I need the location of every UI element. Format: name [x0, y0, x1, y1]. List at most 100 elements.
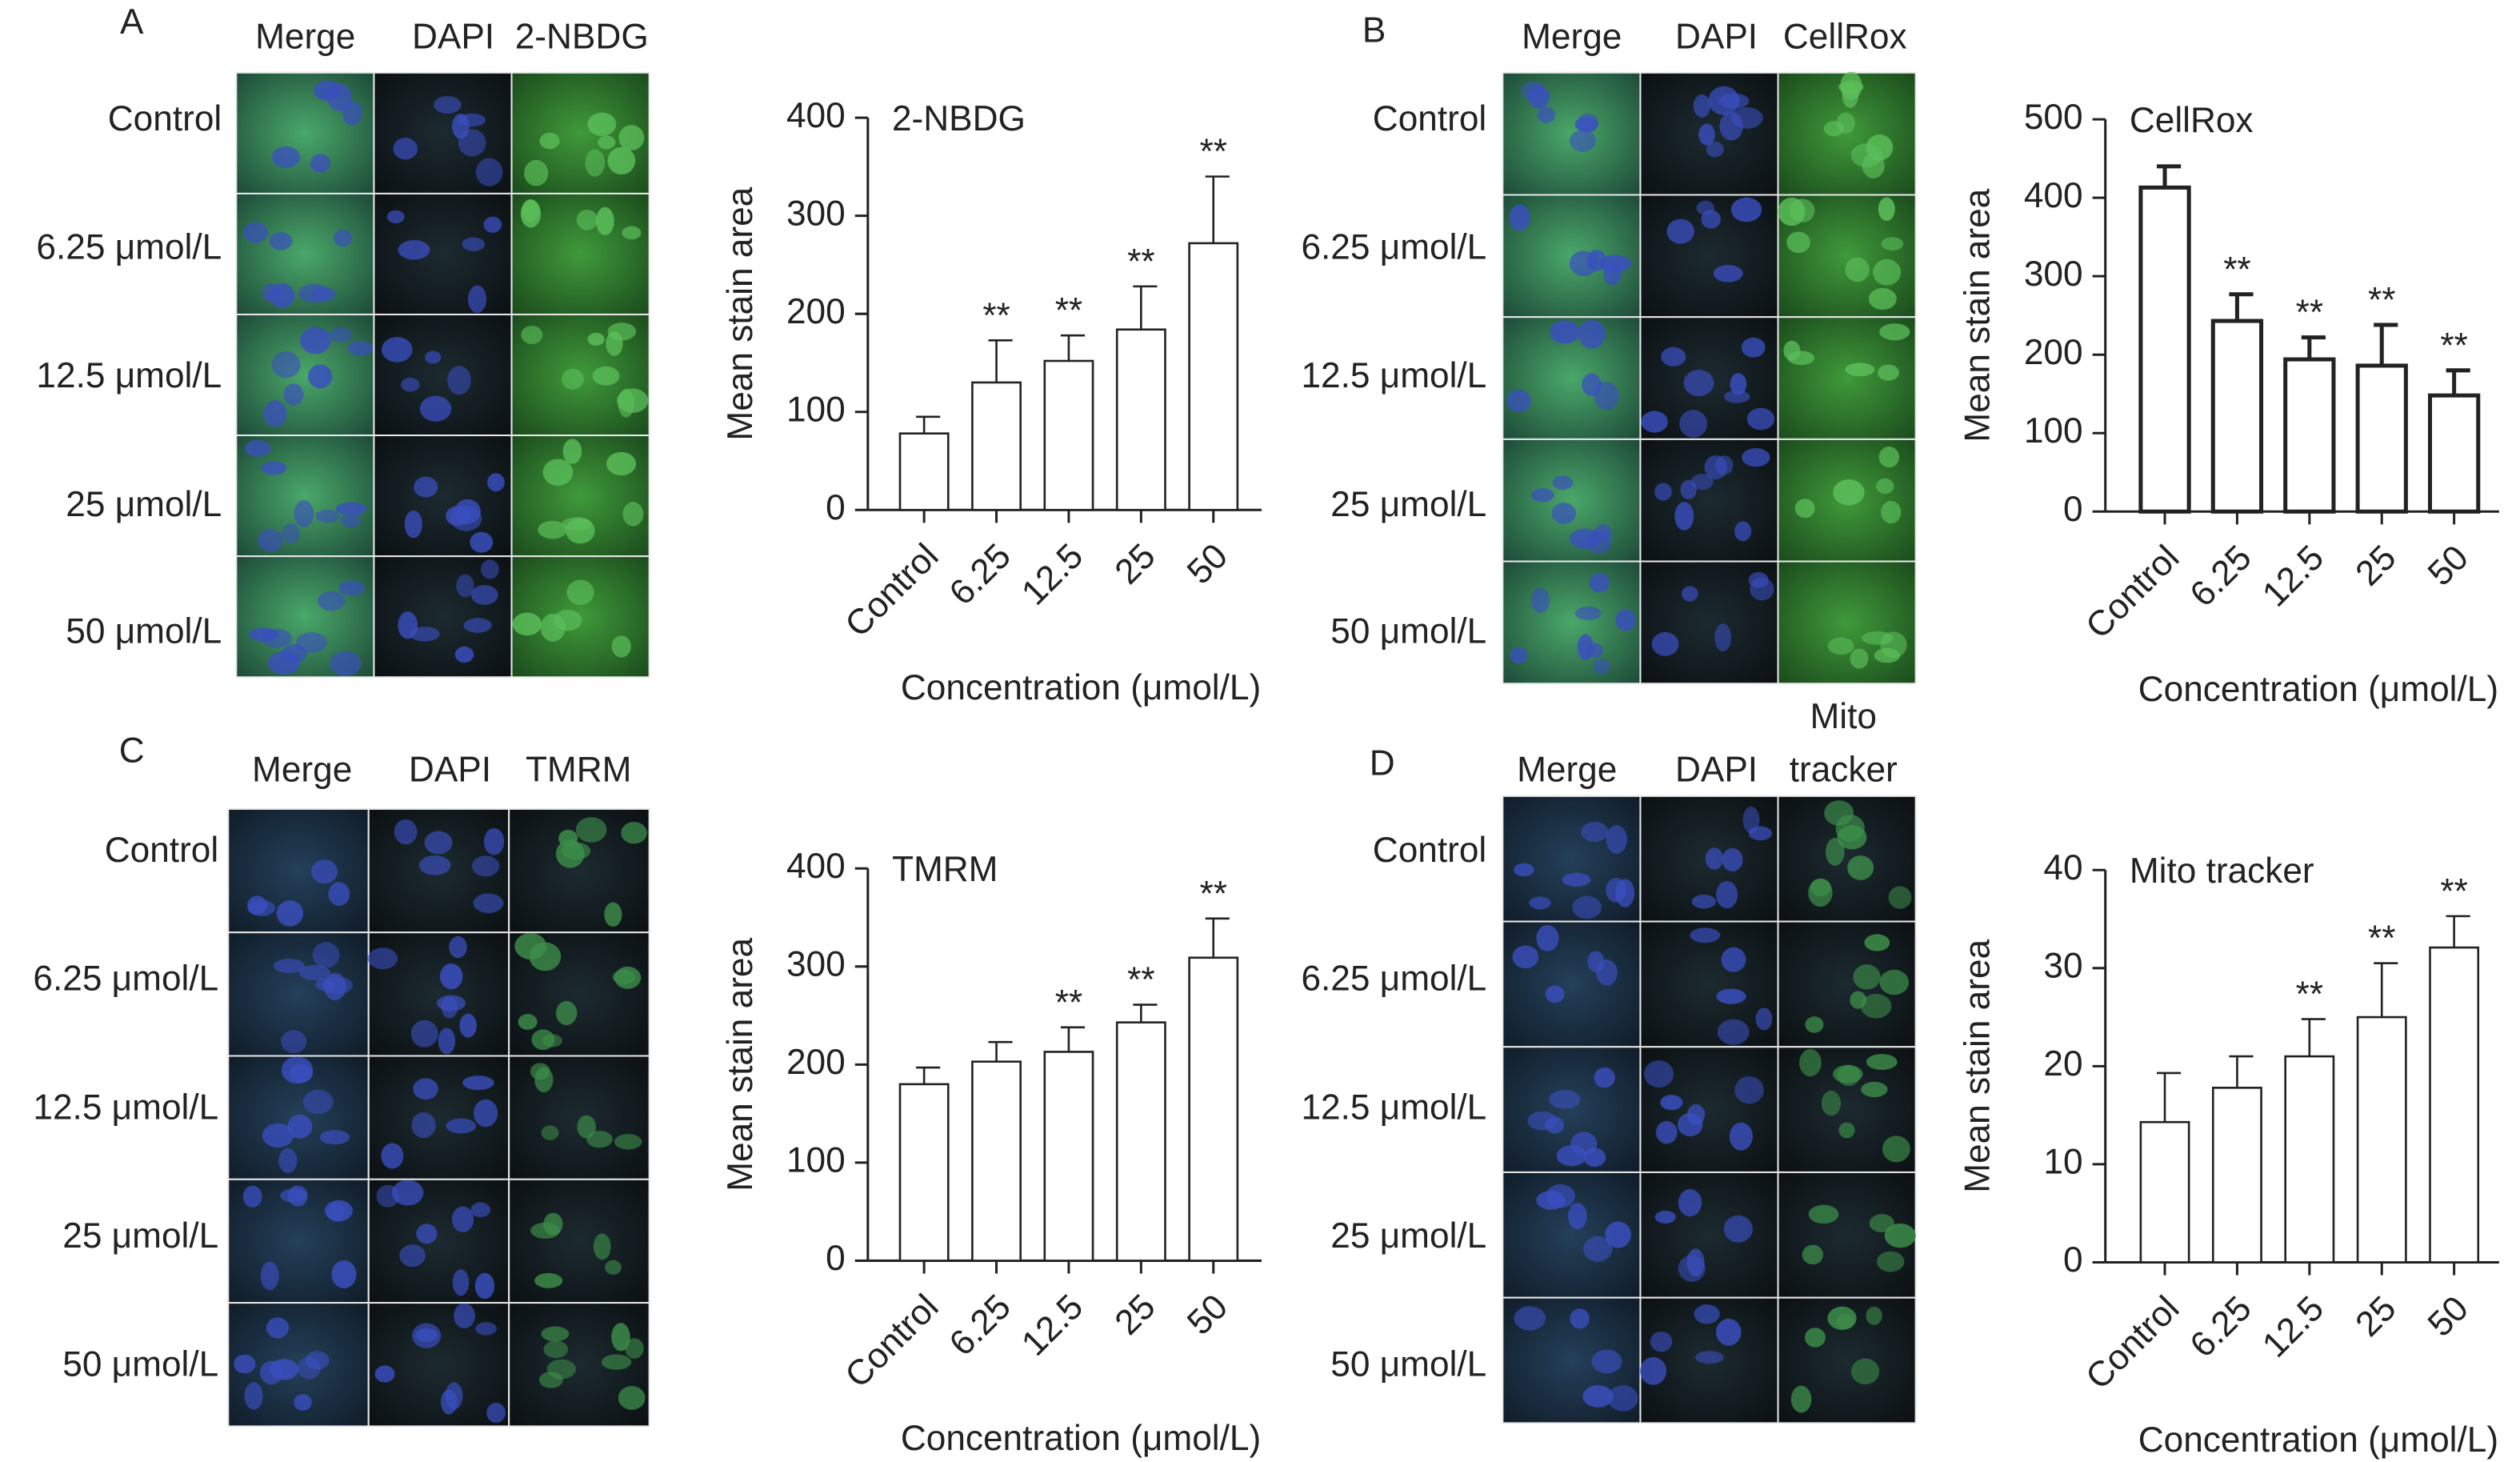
row-label: 12.5 μmol/L [33, 1087, 218, 1127]
cell-nucleus [1593, 658, 1610, 675]
cell-nucleus [481, 559, 499, 579]
cell-nucleus [1734, 1075, 1764, 1104]
cell-nucleus [1799, 1048, 1822, 1077]
cell-nucleus [474, 1099, 498, 1128]
cell-nucleus [300, 326, 331, 354]
y-tick-label: 100 [2024, 411, 2083, 451]
cell-nucleus [605, 1260, 622, 1275]
cell-nucleus [1605, 1221, 1631, 1248]
cell-nucleus [622, 502, 644, 527]
cell-nucleus [269, 231, 293, 250]
y-tick-label: 200 [2024, 333, 2083, 372]
cell-nucleus [1874, 648, 1901, 663]
cell-nucleus [1509, 204, 1530, 231]
cell-nucleus [1832, 1064, 1863, 1083]
cell-nucleus [1552, 475, 1574, 490]
cell-nucleus [1787, 350, 1815, 366]
cell-nucleus [1833, 479, 1865, 506]
significance-label: ** [2368, 919, 2395, 958]
cell-nucleus [1686, 1104, 1706, 1126]
cell-nucleus [263, 400, 287, 427]
cell-nucleus [607, 322, 637, 341]
cell-nucleus [1713, 265, 1743, 282]
cell-nucleus [1704, 455, 1728, 480]
bar [971, 1060, 1022, 1262]
cell-nucleus [604, 902, 622, 927]
bar [2211, 1087, 2262, 1264]
y-tick-label: 400 [2024, 176, 2083, 215]
y-tick-label: 400 [786, 847, 846, 886]
x-tick-label: 6.25 [2182, 538, 2258, 614]
cell-nucleus [1581, 821, 1609, 842]
bar [1188, 242, 1239, 511]
cell-nucleus [1750, 577, 1774, 601]
cell-nucleus [1884, 1224, 1916, 1248]
y-tick-label: 300 [2024, 254, 2083, 294]
cell-nucleus [247, 895, 267, 915]
cell-nucleus [1805, 1328, 1826, 1348]
cell-nucleus [566, 579, 594, 606]
x-tick-label: 6.25 [2182, 1288, 2258, 1364]
cell-nucleus [401, 377, 420, 392]
cell-nucleus [1860, 993, 1892, 1019]
cell-nucleus [302, 1089, 334, 1115]
cell-nucleus [1562, 872, 1591, 887]
cell-nucleus [244, 1382, 263, 1410]
bar [2355, 363, 2408, 514]
cell-nucleus [451, 1206, 474, 1232]
significance-label: ** [982, 296, 1010, 335]
cell-nucleus [1550, 320, 1580, 344]
cell-nucleus [1512, 945, 1539, 969]
cell-nucleus [1596, 959, 1618, 986]
cell-nucleus [1661, 346, 1686, 367]
chart-title: Mito tracker [2130, 851, 2314, 891]
cell-nucleus [1878, 197, 1895, 222]
row-label: Control [105, 831, 218, 870]
row-label: 6.25 μmol/L [36, 227, 222, 266]
cell-nucleus [1683, 370, 1714, 397]
cell-nucleus [1862, 631, 1894, 645]
cell-nucleus [1660, 1095, 1683, 1111]
cell-nucleus [1574, 117, 1598, 132]
column-header: Merge [255, 17, 355, 56]
cell-nucleus [1721, 947, 1746, 972]
cell-nucleus [1882, 1136, 1910, 1163]
cell-nucleus [266, 1317, 290, 1339]
micrograph [235, 71, 375, 194]
cell-nucleus [338, 580, 366, 596]
cell-nucleus [315, 509, 340, 523]
cell-nucleus [1808, 879, 1833, 907]
cell-nucleus [1549, 1090, 1581, 1109]
cell-nucleus [1878, 364, 1899, 381]
cell-nucleus [1724, 390, 1750, 403]
cell-nucleus [587, 332, 605, 346]
micrograph [1777, 560, 1917, 685]
cell-nucleus [260, 1261, 279, 1291]
column-header: CellRox [1783, 17, 1907, 56]
cell-nucleus [622, 226, 642, 240]
cell-nucleus [1742, 806, 1760, 834]
cell-nucleus [1827, 637, 1854, 655]
row-label: 12.5 μmol/L [36, 356, 222, 395]
cell-nucleus [439, 963, 463, 990]
cell-nucleus [1746, 407, 1775, 431]
row-label: 25 μmol/L [62, 1216, 218, 1256]
cell-nucleus [381, 337, 413, 362]
cell-nucleus [1698, 123, 1715, 146]
y-tick-label: 100 [786, 1141, 846, 1180]
cell-nucleus [598, 135, 616, 150]
cell-nucleus [467, 285, 487, 314]
cell-nucleus [1536, 925, 1559, 951]
y-tick-label: 100 [786, 390, 846, 429]
cell-nucleus [1589, 573, 1610, 593]
cell-nucleus [325, 1200, 353, 1222]
cell-nucleus [1853, 964, 1881, 990]
cell-nucleus [1838, 1122, 1855, 1139]
bar [971, 381, 1022, 511]
cell-nucleus [1514, 1306, 1546, 1331]
x-tick-label: 50 [2421, 1288, 2476, 1344]
cell-nucleus [1802, 1244, 1824, 1265]
cell-nucleus [1690, 927, 1721, 943]
bar [2139, 1120, 2190, 1264]
